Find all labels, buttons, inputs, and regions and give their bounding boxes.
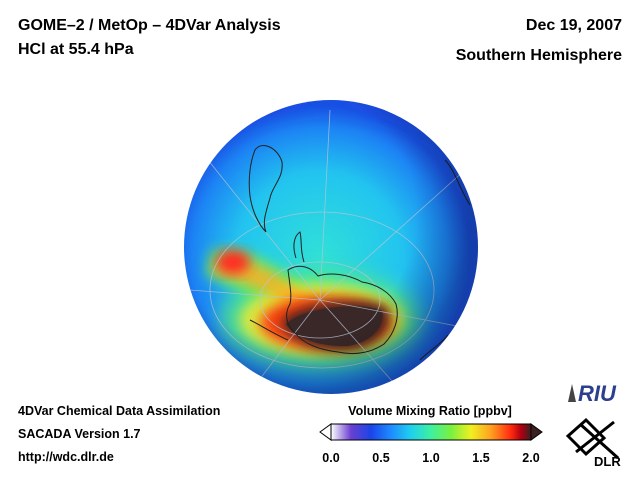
dlr-logo-mark xyxy=(565,417,620,460)
colorbar-tick: 1.5 xyxy=(472,451,490,465)
colorbar-tick: 0.0 xyxy=(322,451,340,465)
dlr-logo-text: DLR xyxy=(594,454,621,469)
riu-logo: RIU xyxy=(568,381,617,406)
colorbar-tick: 1.0 xyxy=(422,451,440,465)
footer-line-1: 4DVar Chemical Data Assimilation xyxy=(18,404,221,418)
map-subtitle: HCl at 55.4 hPa xyxy=(18,41,134,58)
riu-logo-mark xyxy=(568,384,576,402)
dlr-logo: DLR xyxy=(565,417,621,469)
riu-logo-text: RIU xyxy=(578,381,617,406)
colorbar-tick: 2.0 xyxy=(522,451,540,465)
colorbar-frame xyxy=(330,423,532,441)
date-label: Dec 19, 2007 xyxy=(525,17,622,34)
footer-url: http://wdc.dlr.de xyxy=(18,450,114,464)
colorbar xyxy=(319,423,543,441)
colorbar-gradient xyxy=(331,424,531,440)
footer-line-2: SACADA Version 1.7 xyxy=(18,427,141,441)
colorbar-tick: 0.5 xyxy=(372,451,390,465)
colorbar-high-arrow xyxy=(530,423,543,441)
region-label: Southern Hemisphere xyxy=(455,47,622,64)
colorbar-title: Volume Mixing Ratio [ppbv] xyxy=(348,404,512,418)
colorbar-low-arrow xyxy=(319,423,332,441)
map-title: GOME–2 / MetOp – 4DVar Analysis xyxy=(18,17,281,34)
globe-shade xyxy=(184,100,478,394)
